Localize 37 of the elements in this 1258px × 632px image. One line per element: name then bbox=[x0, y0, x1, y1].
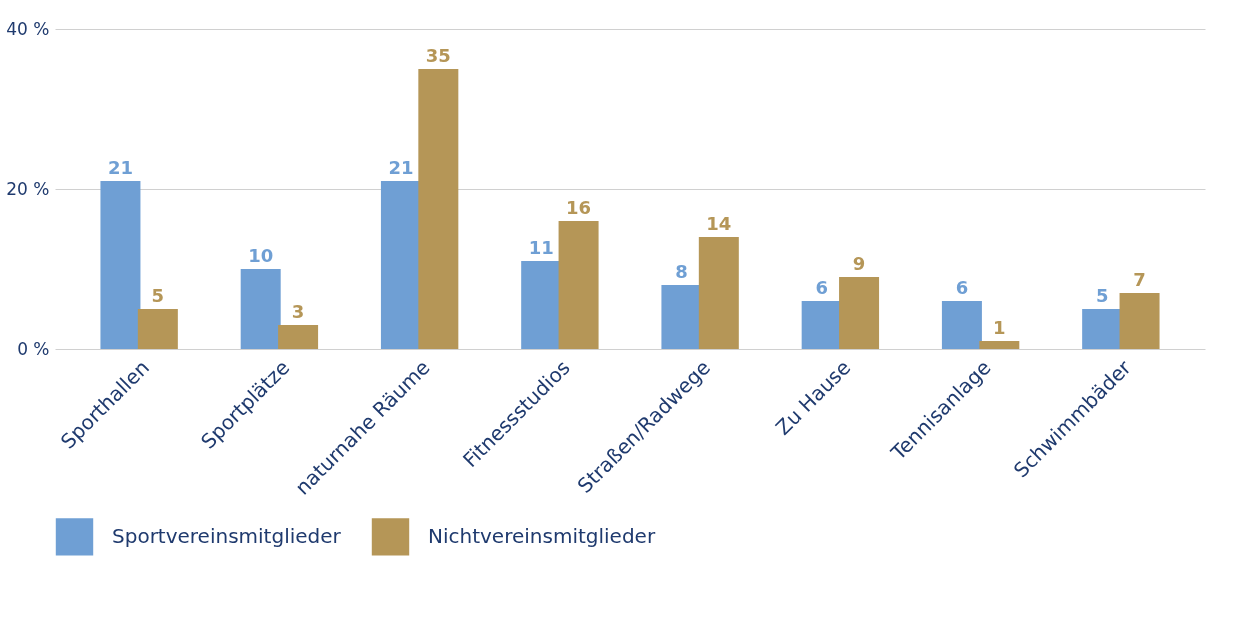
data-label: 14 bbox=[706, 213, 732, 234]
bar bbox=[661, 285, 702, 349]
bar bbox=[979, 341, 1020, 349]
data-label: 35 bbox=[425, 45, 451, 66]
bar bbox=[558, 221, 599, 349]
bar bbox=[521, 261, 562, 349]
bar bbox=[1082, 309, 1123, 349]
legend-label: Sportvereinsmitglieder bbox=[112, 523, 342, 548]
data-label: 21 bbox=[107, 157, 133, 178]
data-label: 10 bbox=[248, 245, 274, 266]
data-label: 5 bbox=[1095, 285, 1109, 306]
data-label: 6 bbox=[955, 277, 969, 298]
legend-label: Nichtvereinsmitglieder bbox=[428, 523, 656, 548]
data-label: 6 bbox=[815, 277, 828, 298]
bar bbox=[240, 269, 281, 349]
data-label: 5 bbox=[151, 285, 165, 306]
bar bbox=[380, 181, 421, 349]
bar bbox=[1119, 293, 1160, 349]
bar bbox=[137, 309, 178, 349]
bar bbox=[941, 301, 982, 349]
y-tick-label: 0 % bbox=[17, 338, 50, 359]
y-tick-label: 40 % bbox=[6, 18, 50, 39]
data-label: 21 bbox=[388, 157, 414, 178]
bar bbox=[100, 181, 141, 349]
y-tick-label: 20 % bbox=[6, 178, 50, 199]
bar bbox=[839, 277, 880, 349]
data-label: 16 bbox=[566, 197, 592, 218]
data-label: 9 bbox=[852, 253, 866, 274]
data-label: 11 bbox=[528, 237, 554, 258]
bar bbox=[698, 237, 739, 349]
data-label: 1 bbox=[993, 317, 1006, 338]
bar bbox=[801, 301, 842, 349]
data-label: 8 bbox=[675, 261, 688, 282]
bar bbox=[278, 325, 319, 349]
data-label: 3 bbox=[291, 301, 305, 322]
bar bbox=[418, 69, 459, 349]
data-label: 7 bbox=[1133, 269, 1146, 290]
